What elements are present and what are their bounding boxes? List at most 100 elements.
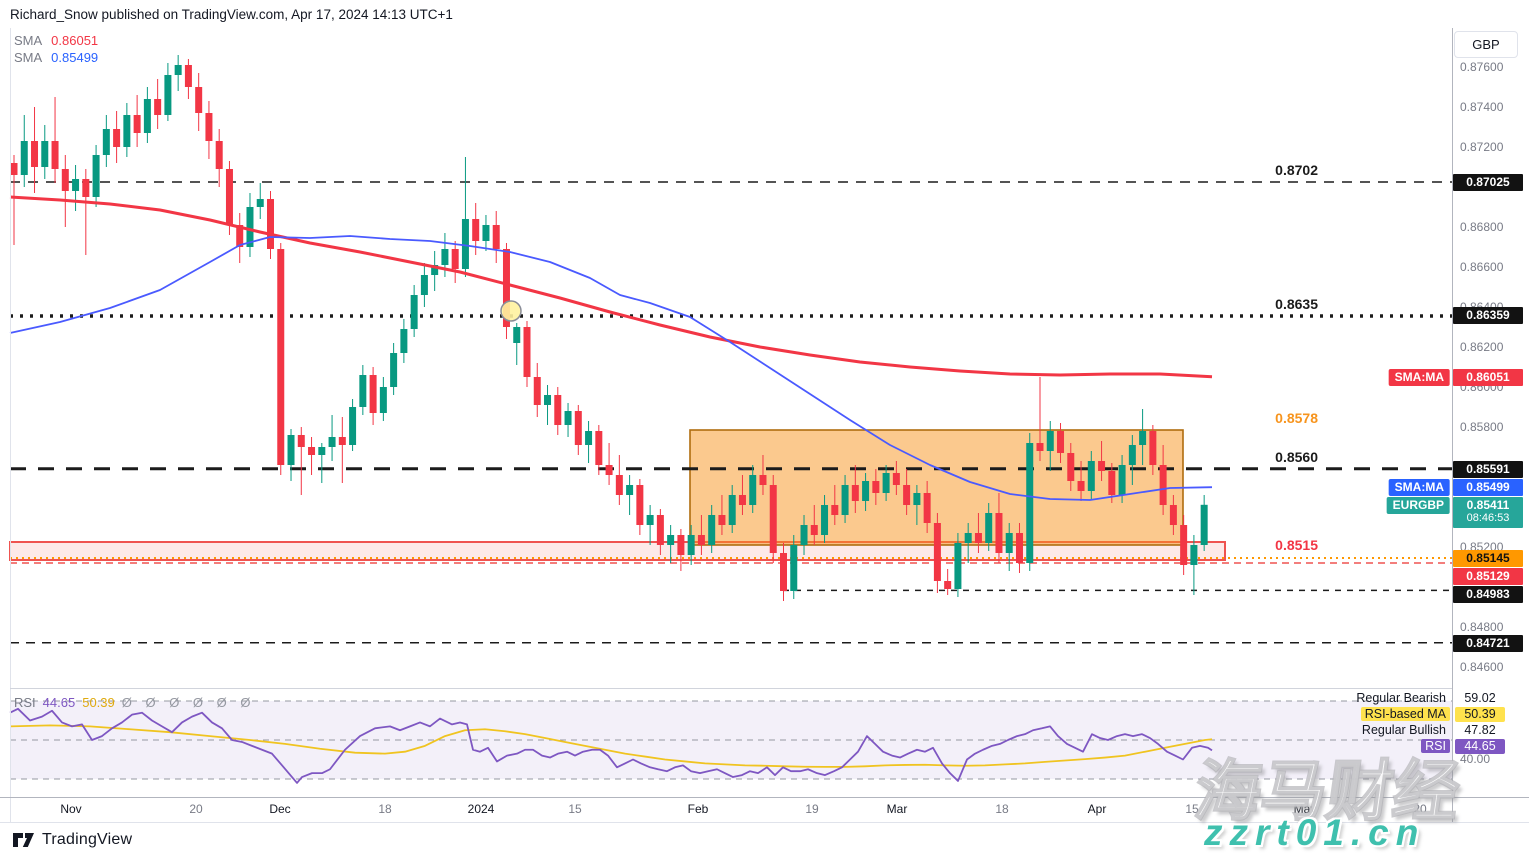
candle-body — [472, 219, 480, 241]
rsi-row-label: Regular Bullish — [1361, 723, 1446, 737]
candle-body — [831, 505, 839, 515]
candle-body — [1169, 505, 1177, 525]
tradingview-logo[interactable]: TradingView — [12, 830, 132, 850]
candle-body — [718, 515, 726, 525]
sma-label: SMA — [14, 50, 43, 65]
candle-body — [113, 129, 121, 147]
candle-body — [687, 535, 695, 555]
candle-body — [502, 249, 510, 327]
candle-body — [1200, 504, 1208, 545]
time-axis-label[interactable]: 15 — [568, 802, 582, 816]
time-axis-label[interactable]: Nov — [60, 802, 82, 816]
time-axis-label[interactable]: 20 — [189, 802, 203, 816]
candle-body — [256, 199, 264, 207]
price-tick-label: 0.85800 — [1460, 420, 1504, 434]
time-axis-label[interactable]: Feb — [687, 802, 709, 816]
rsi-row-value: 47.82 — [1464, 723, 1496, 737]
candle-body — [1057, 431, 1065, 453]
candle-body — [102, 129, 110, 155]
candle-body — [431, 265, 439, 275]
candle-body — [225, 169, 233, 225]
level-price-label[interactable]: 0.8702 — [1275, 162, 1318, 178]
candle-body — [656, 515, 664, 545]
candle-body — [267, 199, 274, 249]
currency-toggle-button[interactable]: GBP — [1454, 31, 1518, 58]
time-axis-label[interactable]: 15 — [1185, 802, 1199, 816]
candle-body — [574, 411, 582, 445]
candle-body — [10, 163, 18, 175]
candle-body — [615, 475, 623, 495]
rsi-row-label: RSI — [1330, 739, 1450, 754]
sma-label-pill: SMA:MA — [1388, 368, 1450, 386]
event-marker-circle[interactable] — [500, 300, 522, 322]
candle-body — [461, 219, 469, 269]
price-axis-badge: 0.86051 — [1453, 368, 1523, 386]
candle-body — [123, 115, 131, 147]
level-price-label[interactable]: 0.8515 — [1275, 537, 1318, 553]
candle-body — [944, 581, 952, 589]
candle-body — [851, 485, 859, 501]
price-axis-badge: 0.85591 — [1453, 460, 1523, 478]
candle-body — [82, 179, 90, 197]
rsi-indicator-legend[interactable]: RSI 44.65 50.39 Ø Ø Ø Ø Ø Ø — [14, 695, 256, 710]
time-axis-label[interactable]: 18 — [995, 802, 1009, 816]
candle-body — [1067, 453, 1075, 481]
candle-body — [184, 65, 192, 87]
level-price-label[interactable]: 0.8578 — [1275, 410, 1318, 426]
candle-body — [205, 113, 213, 141]
candle-body — [872, 481, 880, 493]
level-price-label[interactable]: 0.8560 — [1275, 448, 1318, 465]
price-tick-label: 0.84800 — [1460, 620, 1504, 634]
sma-value: 0.86051 — [51, 33, 99, 48]
candle-body — [626, 485, 634, 495]
price-axis-badge: 0.85411 08:46:53 — [1453, 497, 1523, 529]
published-byline: Richard_Snow published on TradingView.co… — [10, 7, 453, 22]
candle-body — [933, 523, 941, 581]
candle-body — [810, 525, 818, 535]
rsi-row-value: 59.02 — [1464, 691, 1496, 705]
candle-body — [369, 375, 377, 413]
time-axis-label[interactable]: 2024 — [467, 802, 495, 816]
level-price-label[interactable]: 0.8635 — [1275, 296, 1318, 312]
candle-body — [523, 327, 531, 377]
candle-body — [1036, 443, 1044, 451]
candle-body — [492, 225, 500, 249]
candle-body — [862, 481, 870, 501]
candle-body — [72, 179, 80, 191]
candle-body — [677, 535, 685, 555]
sma-legend-row-1[interactable]: SMA 0.86051 — [14, 33, 98, 48]
time-axis-label[interactable]: 19 — [805, 802, 819, 816]
sma-legend-row-2[interactable]: SMA 0.85499 — [14, 50, 98, 65]
rsi-empty-inputs: Ø Ø Ø Ø Ø Ø — [121, 695, 256, 710]
candle-body — [995, 513, 1003, 553]
candle-body — [215, 141, 223, 169]
time-axis-label[interactable]: Mar — [886, 802, 908, 816]
candle-body — [1098, 461, 1106, 471]
candle-body — [297, 435, 305, 447]
candle-body — [1108, 471, 1116, 495]
candle-body — [1005, 533, 1013, 553]
candle-body — [133, 115, 141, 133]
candle-body — [359, 375, 367, 407]
candle-body — [913, 493, 921, 505]
candle-body — [410, 295, 418, 329]
candle-body — [585, 431, 593, 445]
time-axis-label[interactable]: May — [1293, 802, 1317, 816]
candle-body — [1159, 465, 1167, 505]
time-axis-label[interactable]: 18 — [378, 802, 392, 816]
candle-body — [759, 475, 767, 485]
time-axis-label[interactable]: Dec — [269, 802, 291, 816]
candle-body — [595, 431, 603, 465]
time-axis-label[interactable]: Apr — [1087, 802, 1107, 816]
sma-label: SMA — [14, 33, 43, 48]
price-tick-label: 0.87200 — [1460, 140, 1504, 154]
candle-body — [20, 141, 28, 175]
candle-body — [1139, 431, 1147, 445]
candle-body — [174, 65, 182, 75]
candle-body — [51, 141, 59, 169]
time-axis-label[interactable]: 20 — [1413, 802, 1427, 816]
price-axis-badge: 0.85499 — [1453, 479, 1523, 497]
candle-body — [636, 485, 644, 525]
